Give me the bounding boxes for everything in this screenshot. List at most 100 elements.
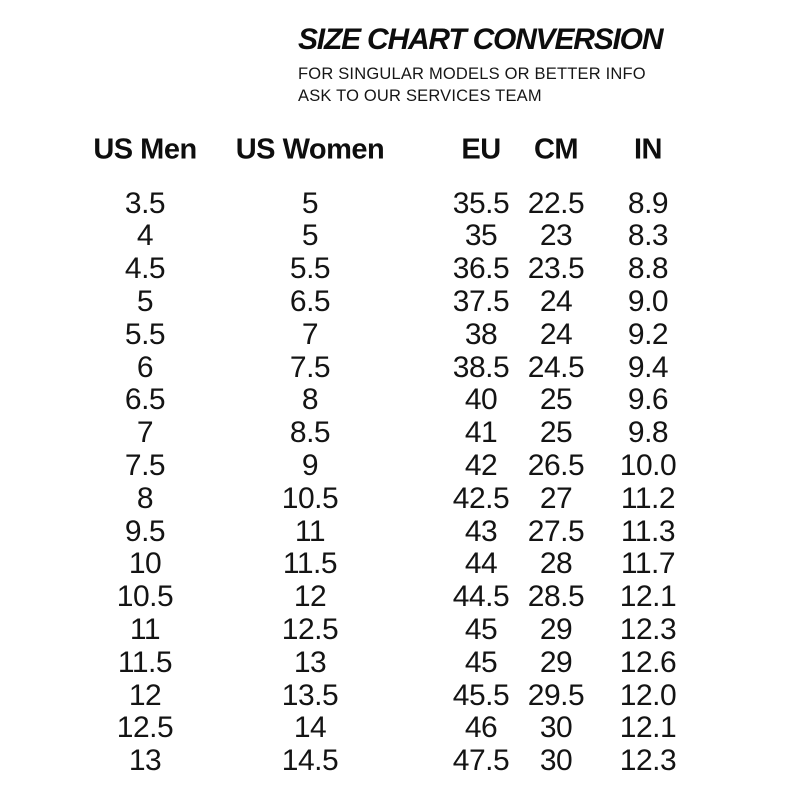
table-cell: 14 (293, 711, 327, 745)
table-cell: 26.5 (527, 448, 585, 482)
column-header-us-women: US Women (235, 133, 385, 166)
table-cell: 43 (464, 514, 498, 548)
table-cell: 11.2 (620, 481, 676, 515)
table-cell: 12 (128, 678, 162, 712)
table-cell: 10 (128, 547, 162, 581)
table-cell: 8.8 (627, 252, 669, 286)
table-cell: 6 (136, 350, 154, 384)
table-cell: 13.5 (281, 678, 339, 712)
table-cell: 12.5 (116, 711, 174, 745)
table-cell: 27.5 (527, 514, 585, 548)
table-cell: 12.3 (619, 612, 677, 646)
table-cell: 4.5 (124, 252, 166, 286)
table-cell: 27 (539, 481, 573, 515)
table-cell: 24 (539, 317, 573, 351)
table-cell: 28.5 (527, 580, 585, 614)
table-cell: 11.7 (620, 547, 676, 581)
table-cell: 35 (464, 219, 498, 253)
table-cell: 9.6 (627, 383, 669, 417)
table-cell: 47.5 (452, 744, 510, 778)
table-cell: 5 (301, 186, 319, 220)
table-cell: 25 (539, 416, 573, 450)
table-cell: 37.5 (452, 284, 510, 318)
table-cell: 11 (129, 612, 161, 646)
table-cell: 23 (539, 219, 573, 253)
chart-header: SIZE CHART CONVERSION FOR SINGULAR MODEL… (298, 23, 663, 107)
table-cell: 10.0 (619, 448, 677, 482)
table-cell: 11 (294, 514, 326, 548)
table-cell: 44 (464, 547, 498, 581)
table-cell: 9 (301, 448, 319, 482)
table-cell: 8.5 (289, 416, 331, 450)
table-cell: 6.5 (289, 284, 331, 318)
table-cell: 29.5 (527, 678, 585, 712)
table-cell: 36.5 (452, 252, 510, 286)
table-cell: 11.5 (282, 547, 338, 581)
table-cell: 13 (128, 744, 162, 778)
table-cell: 9.5 (124, 514, 166, 548)
table-cell: 46 (464, 711, 498, 745)
table-cell: 30 (539, 711, 573, 745)
table-cell: 8.9 (627, 186, 669, 220)
table-cell: 7.5 (289, 350, 331, 384)
table-cell: 30 (539, 744, 573, 778)
column-header-eu: EU (461, 133, 501, 166)
table-cell: 24 (539, 284, 573, 318)
subtitle-line-2: ASK TO OUR SERVICES TEAM (298, 87, 542, 105)
column-header-in: IN (634, 133, 663, 166)
table-cell: 40 (464, 383, 498, 417)
table-cell: 12.6 (619, 645, 677, 679)
table-cell: 8.3 (627, 219, 669, 253)
table-cell: 12.5 (281, 612, 339, 646)
table-cell: 3.5 (124, 186, 166, 220)
table-cell: 8 (301, 383, 319, 417)
table-cell: 13 (293, 645, 327, 679)
table-cell: 11.5 (117, 645, 173, 679)
table-cell: 12.3 (619, 744, 677, 778)
table-cell: 45.5 (452, 678, 510, 712)
table-cell: 9.0 (627, 284, 669, 318)
table-cell: 45 (464, 612, 498, 646)
table-cell: 10.5 (281, 481, 339, 515)
table-cell: 12.0 (619, 678, 677, 712)
table-cell: 9.8 (627, 416, 669, 450)
table-cell: 24.5 (527, 350, 585, 384)
table-cell: 35.5 (452, 186, 510, 220)
table-cell: 29 (539, 645, 573, 679)
table-cell: 11.3 (620, 514, 676, 548)
table-cell: 28 (539, 547, 573, 581)
table-cell: 5.5 (124, 317, 166, 351)
table-cell: 5.5 (289, 252, 331, 286)
table-cell: 38 (464, 317, 498, 351)
table-cell: 25 (539, 383, 573, 417)
column-header-us-men: US Men (93, 133, 197, 166)
page-title: SIZE CHART CONVERSION (298, 23, 663, 56)
table-cell: 14.5 (281, 744, 339, 778)
table-cell: 41 (464, 416, 498, 450)
table-cell: 12.1 (619, 711, 677, 745)
table-cell: 42 (464, 448, 498, 482)
subtitle-line-1: FOR SINGULAR MODELS OR BETTER INFO (298, 65, 646, 83)
column-header-cm: CM (533, 133, 579, 166)
table-cell: 12.1 (619, 580, 677, 614)
table-cell: 7 (136, 416, 154, 450)
table-cell: 5 (301, 219, 319, 253)
table-cell: 8 (136, 481, 154, 515)
table-cell: 45 (464, 645, 498, 679)
table-cell: 12 (293, 580, 327, 614)
table-cell: 42.5 (452, 481, 510, 515)
table-cell: 23.5 (527, 252, 585, 286)
table-cell: 9.2 (627, 317, 669, 351)
table-cell: 22.5 (527, 186, 585, 220)
table-cell: 38.5 (452, 350, 510, 384)
table-cell: 7.5 (124, 448, 166, 482)
table-cell: 6.5 (124, 383, 166, 417)
table-cell: 7 (301, 317, 319, 351)
table-cell: 9.4 (627, 350, 669, 384)
table-cell: 44.5 (452, 580, 510, 614)
table-cell: 5 (136, 284, 154, 318)
table-cell: 10.5 (116, 580, 174, 614)
table-cell: 29 (539, 612, 573, 646)
